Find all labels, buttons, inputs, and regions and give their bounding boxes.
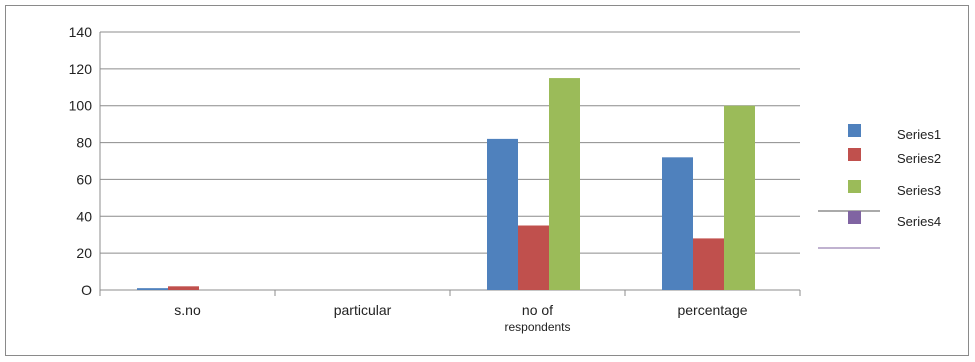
y-tick-label: O: [81, 282, 92, 298]
legend-label-series2: Series2: [897, 151, 941, 166]
bar-series1-0: [137, 288, 168, 290]
y-tick-label: 120: [69, 61, 93, 77]
y-tick-label: 140: [69, 24, 93, 40]
legend-label-series3: Series3: [897, 183, 941, 198]
bar-series3-2: [549, 78, 580, 290]
y-tick-label: 100: [69, 98, 93, 114]
legend-swatch-series3: [848, 180, 861, 193]
y-tick-label: 20: [76, 245, 92, 261]
bar-series1-3: [662, 157, 693, 290]
x-tick-label: percentage: [677, 302, 747, 318]
legend-swatch-series4: [848, 211, 861, 224]
bar-series2-0: [168, 286, 199, 290]
plot-area: O 20 40 60 80 100 120 140 s.no particular no of res…: [69, 24, 801, 334]
bar-series2-3: [693, 238, 724, 290]
bar-series2-2: [518, 225, 549, 290]
bar-series3-3: [724, 105, 755, 290]
legend-swatch-series2: [848, 148, 861, 161]
bar-series1-2: [487, 138, 518, 290]
y-tick-label: 40: [76, 208, 92, 224]
legend-swatch-series1: [848, 124, 861, 137]
legend: Series1 Series2 Series3 Series4: [818, 124, 941, 249]
y-tick-label: 80: [76, 135, 92, 151]
legend-label-series4: Series4: [897, 214, 941, 229]
x-tick-label: s.no: [174, 302, 201, 318]
x-tick-label: no of: [522, 302, 553, 318]
y-tick-label: 60: [76, 171, 92, 187]
legend-label-series1: Series1: [897, 127, 941, 142]
x-tick-label: respondents: [504, 320, 570, 334]
x-tick-label: particular: [334, 302, 392, 318]
